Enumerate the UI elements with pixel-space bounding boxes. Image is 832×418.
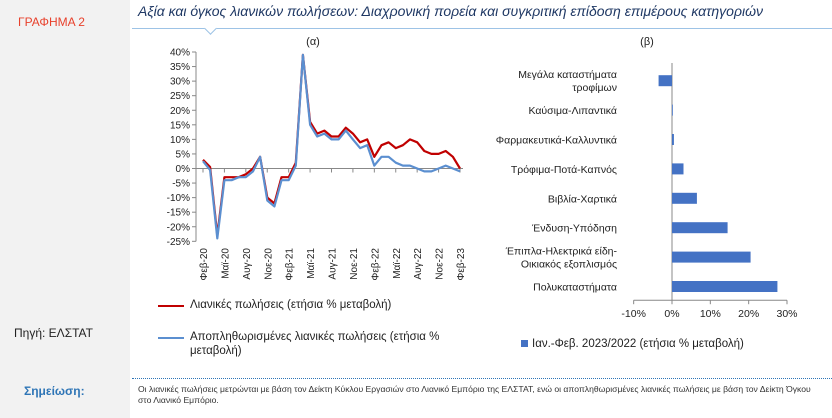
category-label: Μεγάλα καταστήματα (518, 69, 617, 81)
category-label: Έπιπλα-Ηλεκτρικά είδη- (505, 246, 618, 258)
legend-swatch-real (158, 337, 184, 339)
series-line-real (202, 53, 461, 240)
category-label: Ένδυση-Υπόδηση (531, 223, 617, 235)
x-tick-label-a: Μαϊ-21 (306, 248, 317, 279)
legend-item-nominal: Λιανικές πωλήσεις (ετήσια % μεταβολή) (158, 298, 470, 312)
panel-label-b: (β) (640, 36, 654, 48)
x-tick-label-a: Μαϊ-20 (220, 248, 231, 279)
bar (672, 192, 697, 204)
note-label: Σημείωση: (24, 384, 85, 398)
x-tick-label-a: Φεβ-22 (370, 248, 381, 281)
bar (672, 163, 684, 175)
legend-item-real: Αποπληθωρισμένες λιανικές πωλήσεις (ετήσ… (158, 330, 460, 358)
category-label: Καύσιμα-Λιπαντικά (528, 105, 617, 117)
source-label: Πηγή: ΕΛΣΤΑΤ (14, 326, 94, 340)
chart-title: Αξία και όγκος λιανικών πωλήσεων: Διαχρο… (138, 3, 763, 19)
y-tick-label-a: 20% (170, 106, 190, 117)
x-tick-label-b: 30% (776, 308, 797, 320)
bar (658, 75, 672, 87)
graph-label: ΓΡΑΦΗΜΑ 2 (18, 15, 85, 29)
y-tick-label-a: -10% (167, 193, 190, 204)
title-divider (132, 28, 832, 29)
note-text: Οι λιανικές πωλήσεις μετρώνται με βάση τ… (138, 384, 811, 405)
y-tick-label-a: -15% (167, 208, 190, 219)
y-tick-label-a: 5% (176, 149, 191, 160)
note-panel (0, 378, 130, 418)
bar (672, 251, 751, 263)
x-tick-label-a: Νοε-21 (349, 248, 360, 280)
panel-label-a: (α) (306, 36, 320, 48)
y-tick-label-a: 40% (170, 48, 190, 59)
bar (672, 104, 673, 116)
x-tick-label-a: Αυγ-22 (413, 248, 424, 280)
y-tick-label-a: 10% (170, 135, 190, 146)
x-tick-label-b: -10% (621, 308, 646, 320)
y-tick-label-a: 0% (176, 164, 191, 175)
y-tick-label-a: 15% (170, 120, 190, 131)
category-label: Τρόφιμα-Ποτά-Καπνός (511, 164, 617, 176)
x-tick-label-b: 10% (700, 308, 721, 320)
legend-swatch-bar (521, 340, 528, 347)
y-tick-label-a: -5% (172, 179, 190, 190)
note-divider (132, 378, 832, 379)
x-tick-label-a: Φεβ-23 (456, 248, 467, 281)
y-tick-label-a: 25% (170, 91, 190, 102)
x-tick-label-a: Φεβ-21 (285, 248, 296, 281)
x-tick-label-a: Μαϊ-22 (392, 248, 403, 279)
series-line-nominal (202, 53, 461, 237)
x-tick-label-a: Νοε-22 (435, 248, 446, 280)
x-tick-label-b: 20% (738, 308, 759, 320)
bar (672, 281, 778, 292)
x-tick-label-a: Νοε-20 (263, 248, 274, 280)
legend-swatch-nominal (158, 305, 184, 307)
y-tick-label-a: 30% (170, 77, 190, 88)
category-label: Οικιακός εξοπλισμός (521, 259, 617, 271)
category-label: τροφίμων (572, 82, 617, 94)
x-tick-label-a: Αυγ-21 (328, 248, 339, 280)
legend-label-nominal: Λιανικές πωλήσεις (ετήσια % μεταβολή) (190, 299, 392, 311)
legend-label-bar: Ιαν.-Φεβ. 2023/2022 (ετήσια % μεταβολή) (532, 338, 744, 350)
category-label: Βιβλία-Χαρτικά (548, 193, 617, 205)
legend-item-bar: Ιαν.-Φεβ. 2023/2022 (ετήσια % μεταβολή) (521, 337, 822, 351)
legend-label-real: Αποπληθωρισμένες λιανικές πωλήσεις (ετήσ… (190, 331, 440, 357)
y-tick-label-a: -20% (167, 222, 190, 233)
y-tick-label-a: 35% (170, 62, 190, 73)
y-tick-label-a: -25% (167, 237, 190, 248)
left-panel (0, 0, 130, 378)
x-tick-label-b: 0% (664, 308, 679, 320)
bar (672, 222, 728, 234)
bar (672, 134, 674, 145)
x-tick-label-a: Αυγ-20 (242, 248, 253, 280)
category-label: Φαρμακευτικά-Καλλυντικά (496, 135, 617, 147)
category-label: Πολυκαταστήματα (533, 282, 617, 294)
x-tick-label-a: Φεβ-20 (199, 248, 210, 281)
